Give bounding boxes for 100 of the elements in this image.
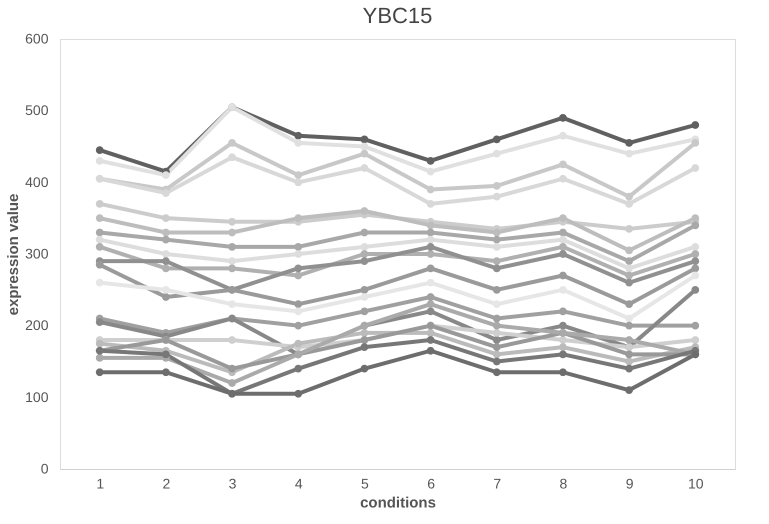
- point: [426, 236, 434, 244]
- point: [426, 250, 434, 258]
- point: [96, 156, 104, 165]
- point: [492, 150, 501, 158]
- point: [360, 242, 368, 251]
- point: [691, 121, 700, 129]
- point: [426, 221, 434, 230]
- point: [96, 354, 104, 362]
- point: [162, 368, 170, 376]
- point: [360, 293, 368, 301]
- x-tick-label: 8: [560, 476, 568, 492]
- point: [691, 250, 700, 258]
- point: [426, 228, 434, 236]
- point: [228, 257, 236, 266]
- point: [162, 236, 170, 244]
- y-tick-label: 400: [25, 174, 49, 190]
- point: [294, 390, 302, 398]
- point: [360, 307, 368, 316]
- point: [294, 340, 302, 348]
- point: [228, 242, 236, 251]
- point: [625, 386, 633, 394]
- y-tick-label: 500: [25, 102, 49, 118]
- point: [294, 300, 302, 308]
- point: [426, 168, 434, 176]
- point: [228, 264, 236, 272]
- point: [492, 322, 501, 330]
- x-axis-title: conditions: [360, 494, 436, 512]
- point: [228, 379, 236, 387]
- point: [691, 221, 700, 230]
- point: [294, 132, 302, 140]
- point: [559, 214, 567, 222]
- point: [691, 242, 700, 251]
- point: [162, 250, 170, 258]
- point: [96, 260, 104, 269]
- point: [228, 336, 236, 344]
- point: [294, 178, 302, 186]
- point: [360, 164, 368, 172]
- point: [360, 228, 368, 236]
- x-tick-label: 10: [688, 476, 704, 492]
- x-tick-label: 3: [228, 476, 237, 492]
- point: [559, 286, 567, 294]
- point: [559, 236, 567, 244]
- point: [625, 246, 633, 254]
- x-tick-label: 7: [493, 476, 502, 492]
- x-tick-label: 9: [626, 476, 634, 492]
- point: [96, 146, 104, 154]
- point: [492, 242, 501, 251]
- point: [625, 257, 633, 266]
- point: [625, 272, 633, 280]
- chart-title: YBC15: [362, 3, 432, 28]
- point: [492, 286, 501, 294]
- point: [360, 364, 368, 373]
- point: [625, 358, 633, 366]
- point: [625, 200, 633, 208]
- point: [228, 218, 236, 226]
- x-tick-label: 2: [162, 476, 170, 492]
- point: [559, 336, 567, 344]
- point: [294, 272, 302, 280]
- point: [492, 182, 501, 190]
- point: [96, 368, 104, 376]
- point: [426, 336, 434, 344]
- point: [360, 343, 368, 352]
- point: [294, 214, 302, 222]
- point: [559, 368, 567, 376]
- x-tick-label: 6: [427, 476, 436, 492]
- y-tick-label: 600: [25, 30, 49, 46]
- point: [162, 293, 170, 301]
- point: [228, 153, 236, 162]
- point: [360, 250, 368, 258]
- point: [625, 300, 633, 308]
- point: [360, 328, 368, 337]
- point: [559, 228, 567, 236]
- point: [625, 350, 633, 358]
- point: [162, 286, 170, 294]
- point: [360, 142, 368, 150]
- point: [96, 318, 104, 326]
- point: [294, 364, 302, 373]
- point: [691, 322, 700, 330]
- point: [559, 250, 567, 258]
- point: [625, 225, 633, 233]
- point: [559, 174, 567, 183]
- y-tick-label: 200: [25, 317, 49, 334]
- point: [492, 314, 501, 322]
- point: [228, 364, 236, 373]
- point: [625, 364, 633, 373]
- point: [96, 340, 104, 348]
- point: [559, 343, 567, 352]
- x-tick-label: 1: [96, 476, 104, 492]
- point: [625, 264, 633, 272]
- point: [559, 132, 567, 140]
- point: [294, 139, 302, 147]
- point: [96, 242, 104, 251]
- point: [426, 307, 434, 316]
- point: [360, 135, 368, 144]
- point: [691, 336, 700, 344]
- point: [426, 328, 434, 337]
- point: [492, 300, 501, 308]
- point: [162, 171, 170, 180]
- point: [228, 300, 236, 308]
- point: [426, 346, 434, 355]
